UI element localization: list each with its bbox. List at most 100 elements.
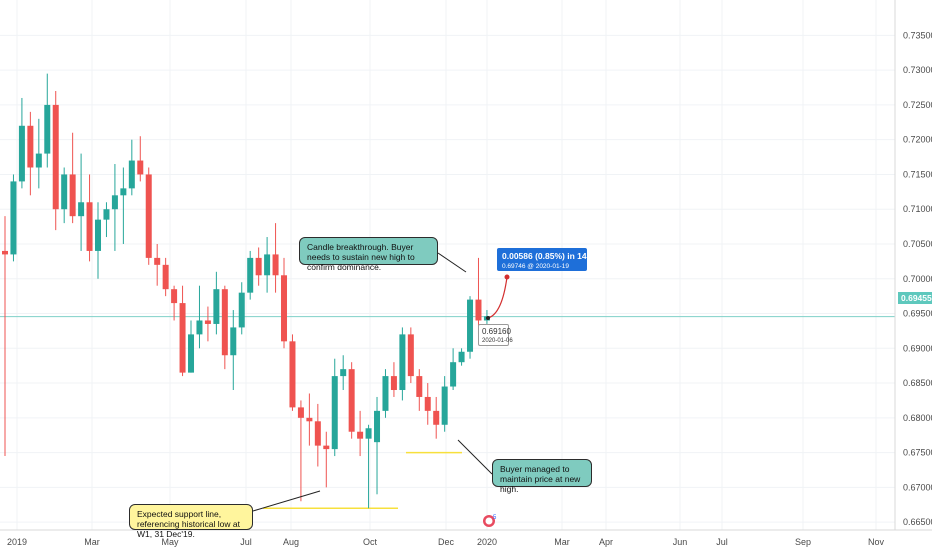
x-tick-label: Sep: [795, 537, 811, 547]
x-axis: 2019 Mar May Jul Aug Oct Dec 2020 Mar Apr Jun Jul Se…: [0, 529, 932, 547]
svg-text:5: 5: [493, 515, 497, 521]
candle-body: [416, 376, 423, 397]
candle-body: [281, 275, 288, 342]
measure-label[interactable]: 0.00586 (0.85%) in 14d 0.69746 @ 2020-01…: [497, 248, 592, 271]
candle-body: [27, 125, 34, 168]
candle-body: [188, 334, 195, 373]
candle-body: [382, 376, 389, 411]
support-lines: [263, 451, 462, 509]
candle-body: [340, 369, 347, 377]
candle-body: [52, 104, 59, 210]
candle-body: [238, 292, 245, 328]
candle-body: [179, 303, 186, 373]
tradingview-icon: 5: [483, 515, 497, 527]
buyer-connector: [457, 439, 493, 475]
candle-body: [111, 195, 118, 210]
candle-body: [128, 160, 135, 189]
x-tick-label: Mar: [554, 537, 570, 547]
projection-target-dot: [504, 274, 510, 280]
candle-body: [424, 396, 431, 411]
breakthrough-note: Candle breakthrough. Buyer needs to sust…: [299, 237, 438, 272]
candle-body: [18, 125, 25, 182]
annotation-connectors: [252, 252, 510, 512]
candle-body: [10, 181, 17, 255]
candle-body: [196, 320, 203, 335]
candle-body: [78, 202, 85, 217]
candle-body: [289, 341, 296, 408]
candle-body: [357, 431, 364, 439]
candle-body: [230, 327, 237, 356]
low-value: 0.69160: [482, 327, 511, 336]
current-price-value: 0.69455: [901, 293, 932, 303]
candles: [2, 73, 490, 509]
candle-body: [120, 188, 127, 196]
candle-body: [69, 174, 76, 217]
measure-change: 0.00586 (0.85%) in 14d: [502, 251, 592, 261]
candle-body: [475, 299, 482, 321]
breakthrough-connector: [437, 252, 467, 273]
candle-body: [61, 174, 68, 210]
candle-body: [213, 289, 220, 324]
x-tick-label: Apr: [599, 537, 613, 547]
x-tick-label: 2020: [477, 537, 497, 547]
candle-body: [407, 334, 414, 377]
candle-body: [247, 257, 254, 293]
candle-body: [255, 257, 262, 276]
candle-body: [323, 445, 330, 450]
candle-body: [314, 421, 321, 446]
x-tick-label: Jul: [240, 537, 252, 547]
candle-body: [441, 386, 448, 425]
support-connector: [252, 490, 321, 512]
candle-body: [162, 264, 169, 290]
measure-target: 0.69746 @ 2020-01-19: [502, 263, 569, 270]
x-tick-label: May: [161, 537, 179, 547]
x-tick-label: Nov: [868, 537, 885, 547]
candle-body: [204, 320, 211, 324]
candle-body: [399, 334, 406, 391]
x-tick-label: 2019: [7, 537, 27, 547]
candle-body: [467, 299, 474, 352]
candle-body: [44, 104, 51, 154]
x-tick-label: Dec: [438, 537, 455, 547]
buyer-note-text: Buyer managed to maintain price at new h…: [500, 464, 581, 494]
candle-body: [450, 362, 457, 387]
candle-body: [86, 202, 93, 251]
candle-body: [95, 219, 102, 251]
candle-body: [272, 254, 279, 276]
candle-body: [171, 289, 178, 304]
candle-body: [137, 160, 144, 175]
grid-lines: [0, 0, 895, 530]
projection-start-dot: [486, 316, 490, 320]
x-tick-label: Mar: [84, 537, 100, 547]
candle-body: [331, 376, 338, 450]
candle-body: [433, 410, 440, 425]
low-date: 2020-01-06: [482, 338, 513, 344]
candle-body: [221, 289, 228, 356]
x-tick-label: Jun: [673, 537, 688, 547]
candle-body: [297, 407, 304, 418]
candle-body: [154, 257, 161, 265]
candle-body: [103, 209, 110, 220]
candle-body: [365, 428, 372, 439]
x-tick-label: Oct: [363, 537, 378, 547]
x-tick-label: Aug: [283, 537, 299, 547]
candle-body: [348, 369, 355, 432]
candle-body: [264, 254, 271, 276]
candle-body: [374, 410, 381, 443]
buyer-note: Buyer managed to maintain price at new h…: [492, 459, 592, 494]
candle-body: [2, 250, 8, 255]
candle-body: [35, 153, 42, 168]
x-tick-label: Jul: [716, 537, 728, 547]
